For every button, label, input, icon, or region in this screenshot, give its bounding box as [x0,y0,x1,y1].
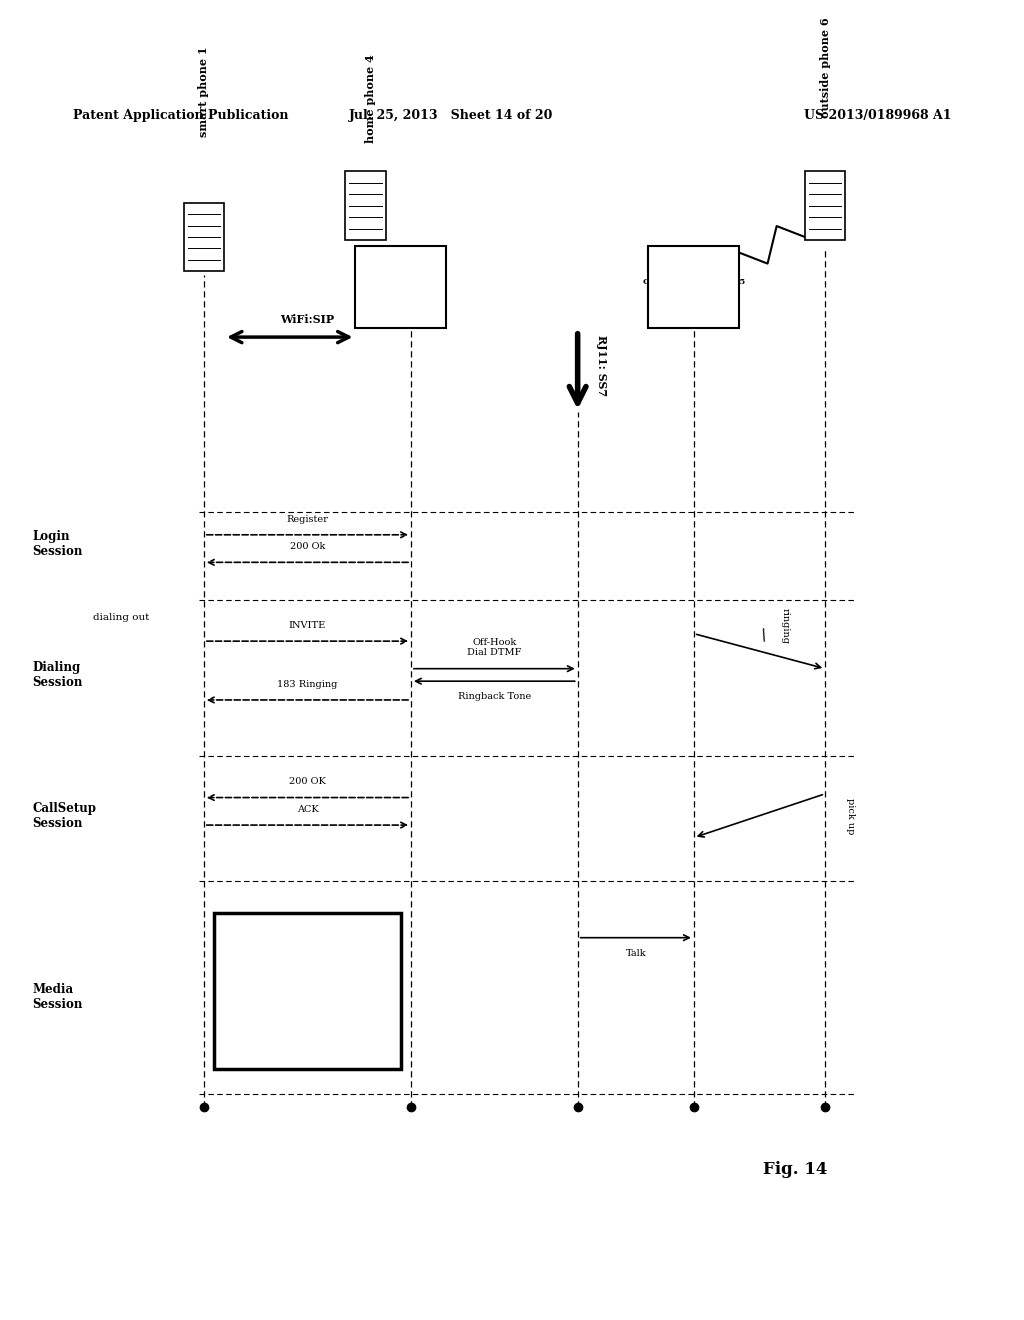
Text: ringing: ringing [780,609,790,644]
Text: US 2013/0189968 A1: US 2013/0189968 A1 [804,110,951,123]
Text: /: / [760,628,769,644]
Text: outside phone 6: outside phone 6 [819,17,830,117]
Text: smart wireless
phone gateway 3: smart wireless phone gateway 3 [361,279,440,296]
Text: Media
Session: Media Session [32,983,83,1011]
Text: 200 OK: 200 OK [289,777,326,787]
Text: 183 Ringing: 183 Ringing [278,680,338,689]
Text: RJ11: SS7: RJ11: SS7 [596,335,607,396]
Text: Patent Application Publication: Patent Application Publication [73,110,288,123]
Bar [214,912,400,1069]
Text: Login
Session: Login Session [32,529,83,557]
Bar [355,247,446,327]
Text: Talk: Talk [626,949,646,958]
Text: CallSetup
Session: CallSetup Session [32,801,96,830]
Text: RTP: RTP [302,978,313,1003]
FancyBboxPatch shape [805,172,846,240]
Text: smart phone 1: smart phone 1 [199,46,210,137]
Text: 200 Ok: 200 Ok [290,543,326,550]
Text: Fig. 14: Fig. 14 [763,1160,827,1177]
Text: INVITE: INVITE [289,620,326,630]
FancyBboxPatch shape [345,172,386,240]
Text: ChungHwa Telecom 5
PSTN: ChungHwa Telecom 5 PSTN [643,279,744,296]
Text: Dialing
Session: Dialing Session [32,661,83,689]
Text: Jul. 25, 2013   Sheet 14 of 20: Jul. 25, 2013 Sheet 14 of 20 [349,110,554,123]
Text: WiFi:SIP: WiFi:SIP [281,314,335,325]
Text: dialing out: dialing out [93,612,150,622]
Text: Ringback Tone: Ringback Tone [458,693,531,701]
Text: Off-Hook
Dial DTMF: Off-Hook Dial DTMF [467,638,521,657]
Text: home phone 4: home phone 4 [366,54,376,143]
FancyBboxPatch shape [183,202,224,272]
Text: pick up: pick up [846,797,855,834]
Text: ACK: ACK [297,805,318,814]
Text: Register: Register [287,515,329,524]
Bar [648,247,739,327]
